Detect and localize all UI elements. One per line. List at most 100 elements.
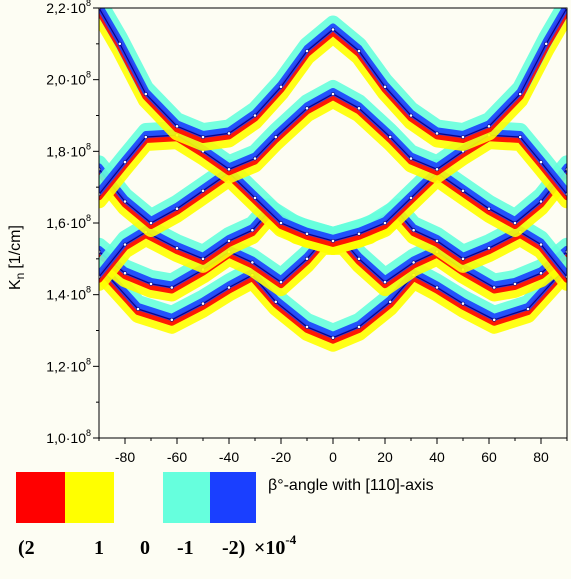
legend-swatch xyxy=(16,472,65,523)
data-point xyxy=(227,167,231,172)
data-point xyxy=(279,280,283,285)
data-point xyxy=(227,238,231,243)
data-point xyxy=(331,335,335,340)
data-point xyxy=(305,324,309,329)
legend-label: 0 xyxy=(140,537,150,559)
data-point xyxy=(539,160,543,165)
data-point xyxy=(487,246,491,251)
data-point xyxy=(383,84,387,89)
data-point xyxy=(253,113,257,118)
y-tick-label: 1,4·108 xyxy=(46,285,91,303)
y-tick-label: 1,2·108 xyxy=(46,356,91,374)
legend-swatch xyxy=(163,472,212,523)
data-point xyxy=(250,260,255,265)
data-point xyxy=(143,92,148,96)
data-point xyxy=(388,135,393,139)
y-axis: 1,0·108 1,2·108 1,4·108 1,6·108 1,8·108 2,0·1… xyxy=(46,0,99,446)
legend-label: -2) xyxy=(222,537,245,559)
data-point xyxy=(123,271,127,276)
x-tick-label: -20 xyxy=(271,449,291,465)
data-point xyxy=(143,135,148,139)
y-axis-label-unit: [1/cm] xyxy=(7,225,24,269)
data-point xyxy=(461,301,465,306)
data-point xyxy=(411,228,416,233)
data-point xyxy=(409,113,413,118)
data-point xyxy=(461,188,465,193)
legend-swatch xyxy=(114,472,163,523)
band-strong-negative-6 xyxy=(99,8,567,138)
data-point xyxy=(383,280,387,285)
data-point xyxy=(175,206,179,211)
curve-bands xyxy=(99,8,567,352)
data-point xyxy=(169,285,174,290)
data-point xyxy=(279,221,283,225)
data-point xyxy=(149,281,153,286)
data-point xyxy=(305,49,309,53)
data-point xyxy=(273,299,278,304)
x-axis: -80 -60 -40 -20 0 20 40 60 80 xyxy=(98,438,568,465)
svg-text:Kn[1/cm]: Kn [1/cm] xyxy=(7,225,27,290)
data-point xyxy=(201,188,205,193)
x-tick-label: 60 xyxy=(481,449,497,465)
legend-label: 1 xyxy=(94,537,104,559)
data-point xyxy=(526,307,530,311)
legend-scale-factor: ×10-4 xyxy=(254,532,297,559)
x-tick-label: -60 xyxy=(167,449,187,465)
data-point xyxy=(305,231,309,236)
data-point xyxy=(149,221,153,225)
data-point xyxy=(409,156,413,161)
data-point xyxy=(357,324,361,329)
y-tick-label: 1,6·108 xyxy=(46,213,91,231)
band-strong-positive-6 xyxy=(99,8,567,143)
data-point xyxy=(123,242,127,247)
y-tick-label: 2,0·108 xyxy=(46,70,91,88)
band-strong-negative-4 xyxy=(99,163,567,242)
data-point xyxy=(539,199,543,204)
legend-swatch xyxy=(65,472,114,523)
data-point xyxy=(331,92,335,96)
data-point xyxy=(175,124,179,129)
data-point xyxy=(435,238,439,243)
x-tick-label: -80 xyxy=(115,449,135,465)
data-point xyxy=(305,256,309,261)
y-tick-label: 1,0·108 xyxy=(46,428,91,446)
data-point xyxy=(411,260,416,265)
data-point xyxy=(518,92,523,96)
data-point xyxy=(357,106,361,111)
y-axis-label-sub: n xyxy=(13,273,27,280)
data-point xyxy=(357,256,361,261)
data-point xyxy=(169,317,174,322)
x-tick-label: 80 xyxy=(533,449,549,465)
legend-label: -1 xyxy=(177,537,194,559)
data-point xyxy=(518,135,523,139)
band-strong-positive-4 xyxy=(99,168,567,247)
data-point xyxy=(123,199,127,204)
data-point xyxy=(123,160,127,165)
x-tick-label: 40 xyxy=(429,449,445,465)
x-tick-label: 20 xyxy=(377,449,393,465)
legend: (2 1 0 -1 -2) ×10-4 xyxy=(16,472,297,559)
data-point xyxy=(513,281,517,286)
data-point xyxy=(435,167,439,172)
data-point xyxy=(487,124,491,129)
y-tick-label: 2,2·108 xyxy=(46,0,91,16)
band-strong-negative-1 xyxy=(99,260,567,339)
data-point xyxy=(305,106,309,111)
data-point xyxy=(227,131,231,136)
data-point xyxy=(435,285,439,290)
data-point xyxy=(383,221,387,225)
data-point xyxy=(513,221,517,225)
data-point xyxy=(357,231,361,236)
data-point xyxy=(273,135,278,139)
data-point xyxy=(250,228,255,233)
data-point xyxy=(409,195,413,200)
data-point xyxy=(461,256,465,261)
x-axis-label: β°-angle with [110]-axis xyxy=(268,477,434,494)
data-point xyxy=(201,135,205,139)
data-point xyxy=(201,256,205,261)
data-point xyxy=(461,135,465,139)
data-point xyxy=(539,271,543,276)
data-point xyxy=(544,41,549,46)
data-point xyxy=(435,131,439,136)
x-tick-label: -40 xyxy=(219,449,239,465)
